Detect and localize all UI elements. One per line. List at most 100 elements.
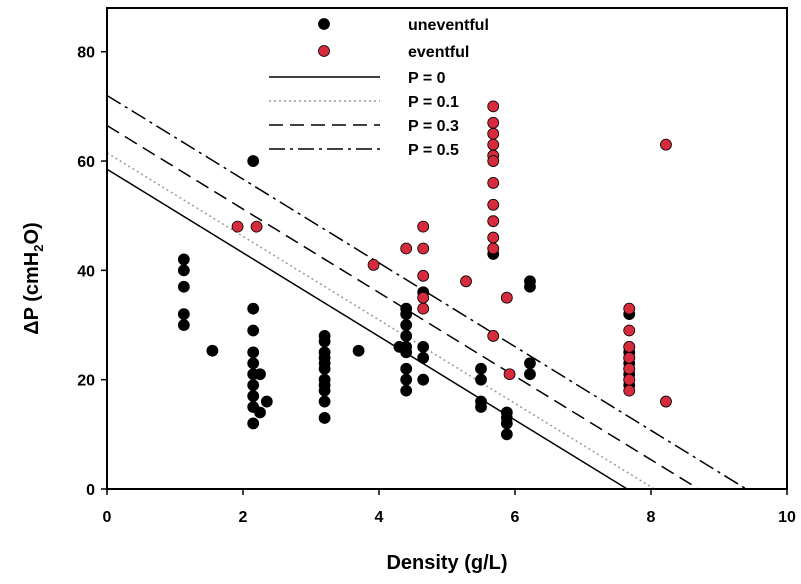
fit-line (106, 152, 655, 490)
eventful-point (231, 220, 244, 233)
eventful-point (623, 324, 636, 337)
fit-line (106, 94, 747, 490)
uneventful-point (524, 357, 536, 370)
x-tick-label: 6 (511, 509, 520, 526)
uneventful-point (318, 384, 331, 397)
y-tick-label: 0 (86, 482, 95, 499)
uneventful-point (400, 346, 413, 359)
eventful-point (417, 302, 430, 315)
eventful-point (487, 127, 500, 140)
legend-label: P = 0.1 (408, 94, 459, 111)
uneventful-point (247, 155, 260, 167)
eventful-point (460, 275, 472, 288)
uneventful-point (247, 324, 260, 337)
legend-marker (318, 18, 330, 30)
eventful-point (660, 395, 672, 408)
eventful-point (503, 368, 516, 381)
eventful-point (417, 220, 430, 233)
legend-label: P = 0.3 (408, 118, 459, 135)
uneventful-point (400, 330, 413, 342)
uneventful-point (247, 357, 260, 370)
eventful-point (400, 242, 413, 255)
eventful-point (487, 198, 500, 211)
uneventful-point (318, 362, 331, 375)
eventful-point (660, 138, 672, 151)
uneventful-point (500, 417, 513, 430)
uneventful-point (524, 280, 536, 293)
eventful-point (623, 362, 636, 375)
x-axis-title: Density (g/L) (386, 552, 507, 574)
y-tick-label: 20 (77, 373, 95, 390)
uneventful-point (475, 401, 487, 413)
uneventful-point (177, 253, 190, 266)
y-tick-label: 80 (77, 45, 95, 62)
uneventful-point (417, 340, 430, 353)
legend-label: eventful (408, 44, 469, 61)
eventful-point (500, 291, 513, 304)
eventful-point (487, 242, 500, 255)
eventful-point (487, 231, 500, 244)
uneventful-point (475, 373, 487, 386)
y-axis-title-suffix: O) (21, 222, 43, 244)
uneventful-point (260, 395, 273, 408)
eventful-point (487, 138, 500, 151)
uneventful-point (417, 351, 430, 364)
uneventful-point (247, 346, 260, 359)
y-tick-label: 60 (77, 154, 95, 171)
eventful-point (417, 242, 430, 255)
uneventful-point (318, 335, 331, 348)
uneventful-point (318, 395, 331, 408)
x-tick-label: 4 (375, 509, 384, 526)
uneventful-point (206, 344, 219, 357)
eventful-point (623, 302, 636, 315)
eventful-point (487, 116, 500, 129)
uneventful-point (254, 368, 266, 381)
uneventful-point (400, 308, 413, 320)
uneventful-point (475, 362, 487, 375)
eventful-point (623, 340, 636, 353)
legend: uneventful eventful P = 0 P = 0.1 P = 0.3 P =… (269, 17, 489, 159)
eventful-point (417, 269, 430, 282)
eventful-point (487, 177, 500, 189)
x-tick-label: 10 (778, 509, 796, 526)
uneventful-point (177, 264, 190, 277)
uneventful-point (177, 308, 190, 320)
legend-label: P = 0 (408, 70, 446, 87)
uneventful-point (352, 344, 365, 357)
uneventful-point (247, 379, 260, 392)
x-tick-label: 0 (103, 509, 112, 526)
y-axis-title-prefix: ΔP (cmH (21, 252, 43, 335)
uneventful-point (400, 373, 413, 386)
y-axis-title: ΔP (cmH2O) (21, 222, 46, 334)
y-axis-title-subscript: 2 (31, 245, 46, 252)
uneventful-point (247, 390, 260, 402)
eventful-point (623, 351, 636, 364)
eventful-point (250, 220, 263, 233)
x-tick-label: 2 (239, 509, 248, 526)
uneventful-point (247, 302, 260, 315)
eventful-point (623, 384, 636, 397)
uneventful-point (400, 319, 413, 331)
uneventful-point (417, 373, 430, 386)
eventful-point (487, 330, 500, 342)
x-tick-label: 8 (647, 509, 656, 526)
eventful-point (487, 215, 500, 228)
uneventful-point (400, 362, 413, 375)
uneventful-point (318, 412, 331, 424)
eventful-point (623, 373, 636, 386)
fit-line (106, 168, 628, 490)
uneventful-point (524, 368, 536, 381)
plot-frame (106, 7, 788, 490)
eventful-point (487, 100, 500, 113)
uneventful-point (247, 417, 260, 430)
legend-label: uneventful (408, 17, 489, 34)
uneventful-point (254, 406, 266, 419)
eventful-point (367, 258, 380, 271)
legend-label: P = 0.5 (408, 142, 459, 159)
eventful-point (417, 291, 430, 304)
uneventful-point (177, 280, 190, 293)
eventful-point (487, 155, 500, 167)
uneventful-point (500, 428, 513, 441)
